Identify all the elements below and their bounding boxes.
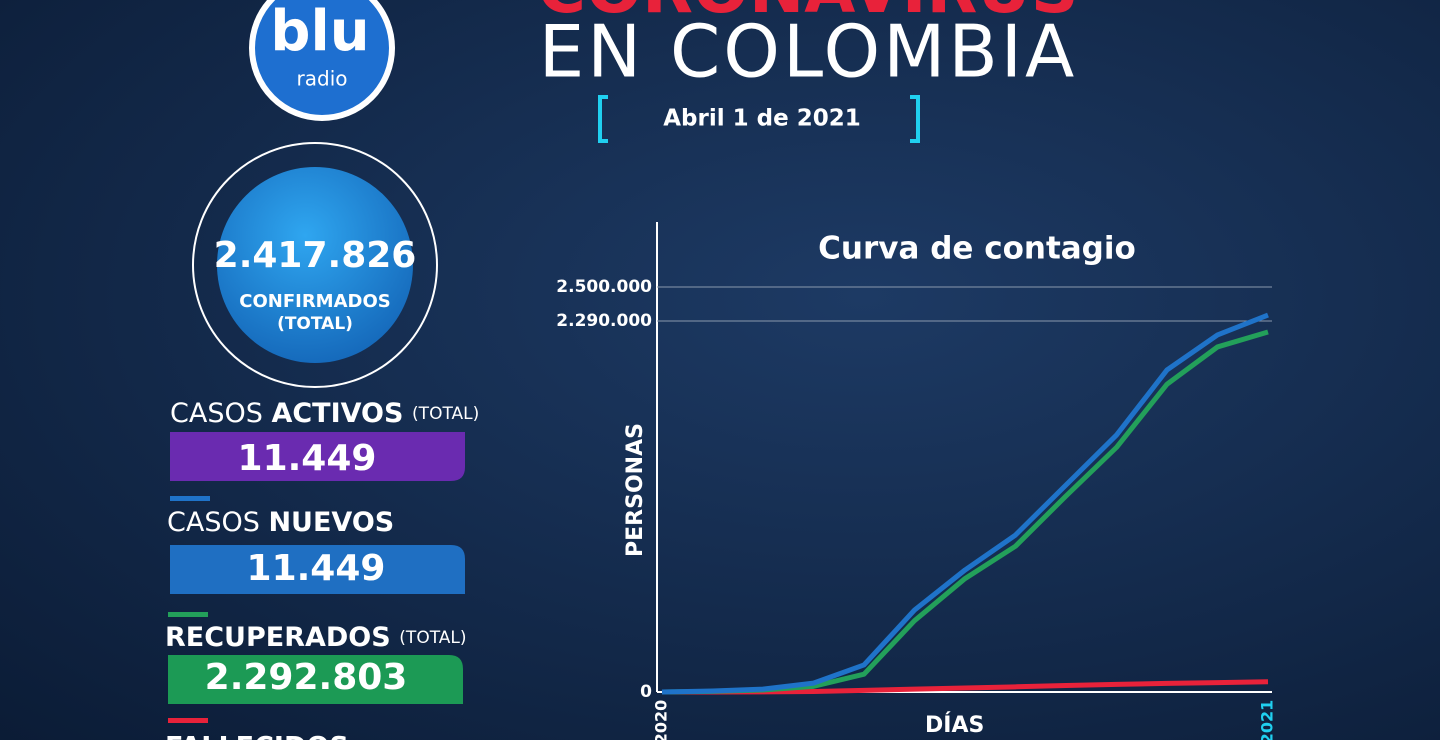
recovered-label: RECUPERADOS (TOTAL)	[165, 622, 467, 653]
deaths-accent	[168, 718, 208, 723]
logo-circle	[249, 0, 395, 121]
y-tick-label: 0	[640, 682, 652, 702]
x-tick-label: 2020	[652, 700, 671, 740]
y-tick-label: 2.500.000	[556, 277, 652, 297]
confirmed-note: (TOTAL)	[277, 314, 353, 334]
date-brackets	[598, 95, 920, 143]
y-axis-label: PERSONAS	[623, 423, 648, 557]
confirmed-label: CONFIRMADOS	[239, 291, 390, 312]
x-tick-label: 2021	[1258, 700, 1277, 740]
logo-brand: blu	[270, 0, 369, 64]
active-label: CASOS ACTIVOS (TOTAL)	[170, 398, 479, 429]
header-subtitle: EN COLOMBIA	[539, 10, 1077, 94]
new-value: 11.449	[247, 548, 386, 589]
header-title: CORONAVIRUS	[538, 0, 1079, 28]
recovered-value: 2.292.803	[205, 657, 408, 698]
plot: 0 2.290.000 2.500.000 2020 2021	[556, 277, 1276, 740]
header-date: Abril 1 de 2021	[663, 106, 860, 132]
chart-title: Curva de contagio	[818, 231, 1136, 267]
confirmed-disc	[217, 167, 413, 363]
logo-sub: radio	[297, 67, 348, 91]
recovered-bar	[168, 655, 463, 704]
new-accent	[170, 496, 210, 501]
active-bar	[170, 432, 465, 481]
y-tick-label: 2.290.000	[556, 311, 652, 331]
new-label: CASOS NUEVOS	[167, 507, 394, 538]
confirmed-value: 2.417.826	[214, 235, 417, 276]
recovered-accent	[168, 612, 208, 617]
new-bar	[170, 545, 465, 594]
confirmed-ring	[192, 142, 438, 388]
active-value: 11.449	[238, 438, 377, 479]
x-axis-label: DÍAS	[925, 712, 984, 738]
deaths-label: FALLECIDOS	[165, 732, 349, 740]
series-line	[661, 312, 1269, 695]
